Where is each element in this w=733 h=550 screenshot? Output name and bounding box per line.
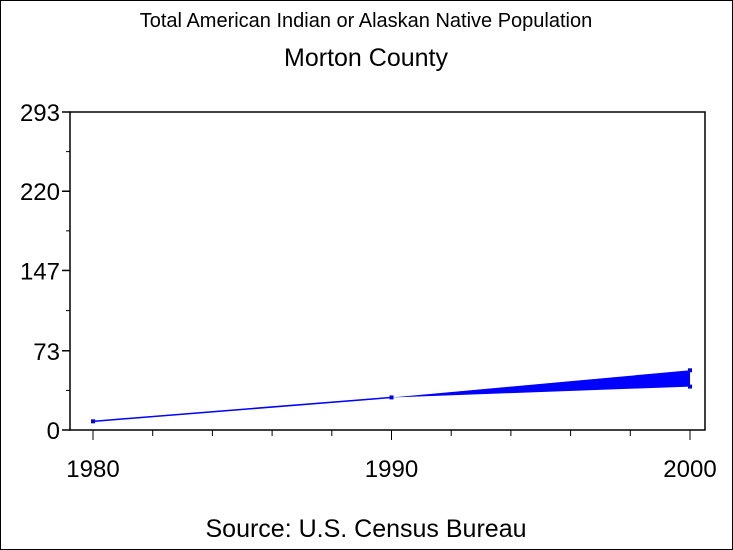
chart-subtitle: Morton County	[284, 44, 448, 72]
x-tick-label: 1980	[66, 456, 119, 483]
y-tick-label: 73	[33, 339, 60, 366]
y-tick-label: 0	[47, 418, 60, 445]
data-point	[91, 419, 95, 424]
chart-title: Total American Indian or Alaskan Native …	[140, 10, 593, 32]
data-point-low	[688, 384, 692, 389]
y-tick-label: 220	[20, 179, 60, 206]
data-point	[389, 395, 394, 400]
chart-footnote: Source: U.S. Census Bureau	[206, 515, 527, 543]
x-tick-label: 2000	[663, 456, 716, 483]
series-line	[92, 396, 392, 423]
series-range-fan	[391, 370, 690, 398]
y-tick-label: 293	[20, 100, 60, 127]
data-point	[688, 368, 692, 373]
x-tick-label: 1990	[365, 456, 418, 483]
y-tick-label: 147	[20, 258, 60, 285]
